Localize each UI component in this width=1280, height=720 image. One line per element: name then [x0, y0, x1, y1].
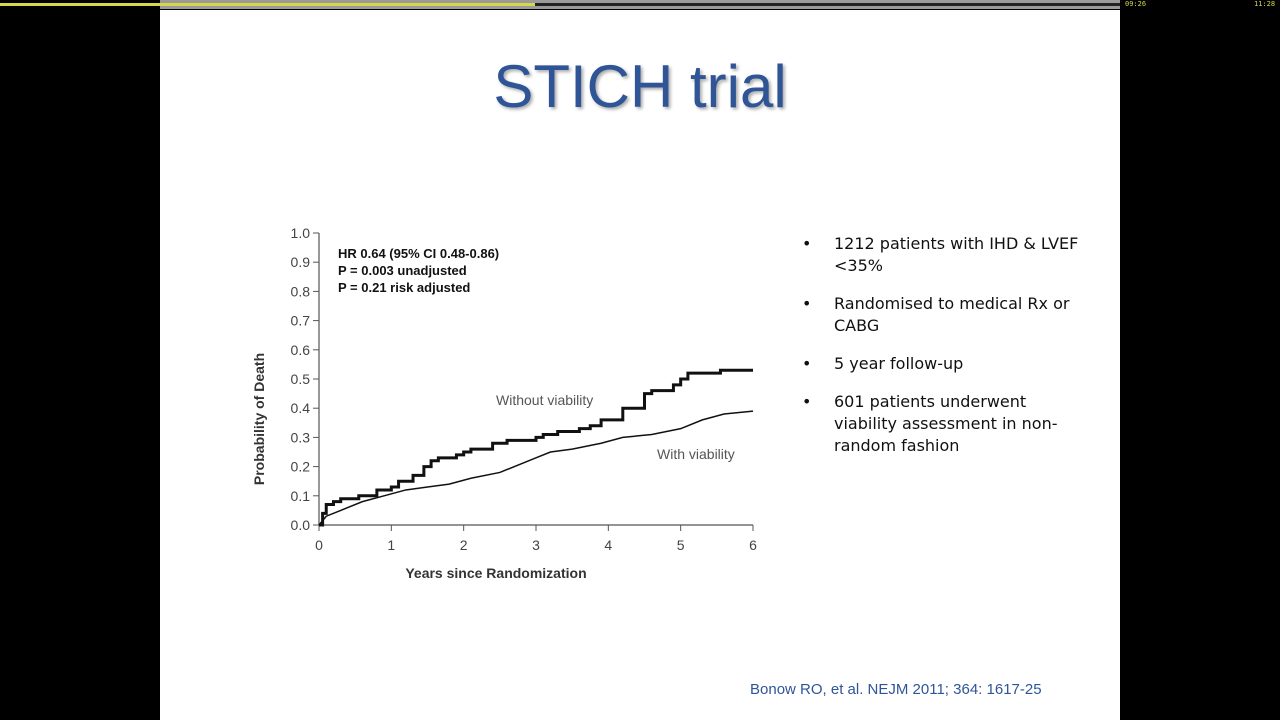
bullet-list: • 1212 patients with IHD & LVEF <35% • Rand…: [800, 233, 1080, 473]
bullet-text: 601 patients underwent viability assessm…: [834, 392, 1058, 455]
series-line-without-viability: [319, 368, 753, 527]
y-tick-label: 0.9: [291, 254, 311, 270]
bullet-item: • 601 patients underwent viability assess…: [800, 391, 1080, 457]
series-label-with-viability: With viability: [657, 446, 735, 462]
slide-title: STICH trial: [493, 53, 787, 120]
bullet-item: • Randomised to medical Rx or CABG: [800, 293, 1080, 337]
x-tick-label: 6: [749, 537, 757, 553]
y-tick-label: 0.5: [291, 371, 311, 387]
y-tick-label: 0.2: [291, 459, 311, 475]
y-tick-label: 0.0: [291, 517, 311, 533]
y-tick-label: 0.8: [291, 283, 311, 299]
seek-progress[interactable]: [0, 3, 536, 6]
y-tick-label: 0.1: [291, 488, 311, 504]
y-tick-label: 1.0: [291, 225, 311, 241]
citation: Bonow RO, et al. NEJM 2011; 364: 1617-25: [750, 681, 1042, 698]
bullet-text: 5 year follow-up: [834, 354, 964, 373]
survival-chart: 0 1 2 3 4 5 6 0.0 0.1 0.2 0.3 0.4 0.5 0.6 0.7 0.8 0.9 1.0…: [251, 225, 757, 581]
bullet-icon: •: [802, 234, 812, 253]
stats-annotation: HR 0.64 (95% CI 0.48-0.86): [338, 246, 499, 261]
bullet-icon: •: [802, 354, 812, 373]
y-tick-label: 0.7: [291, 313, 311, 329]
bullet-icon: •: [802, 294, 812, 313]
seek-track-inner: [160, 3, 1120, 6]
x-tick-label: 2: [460, 537, 468, 553]
video-player-bar: 09:26 11:28: [0, 0, 1280, 10]
series-label-without-viability: Without viability: [496, 392, 593, 408]
x-tick-label: 4: [604, 537, 612, 553]
y-axis-label: Probability of Death: [251, 353, 267, 485]
elapsed-time: 09:26: [1125, 0, 1147, 8]
slide: STICH trial 0 1 2 3 4 5 6 0.0 0.1 0.2 0.3 0.4 0.5 0.6…: [160, 10, 1120, 720]
x-tick-label: 0: [315, 537, 323, 553]
y-tick-label: 0.3: [291, 429, 311, 445]
x-tick-label: 1: [387, 537, 395, 553]
bullet-item: • 5 year follow-up: [800, 353, 1080, 375]
x-tick-label: 3: [532, 537, 540, 553]
bullet-icon: •: [802, 392, 812, 411]
x-axis-label: Years since Randomization: [405, 565, 586, 581]
total-time: 11:28: [1254, 0, 1276, 8]
y-tick-label: 0.6: [291, 342, 311, 358]
bullet-text: Randomised to medical Rx or CABG: [834, 294, 1070, 335]
y-tick-label: 0.4: [291, 400, 311, 416]
bullet-text: 1212 patients with IHD & LVEF <35%: [834, 234, 1079, 275]
stats-annotation: P = 0.21 risk adjusted: [338, 280, 470, 295]
x-tick-label: 5: [677, 537, 685, 553]
bullet-item: • 1212 patients with IHD & LVEF <35%: [800, 233, 1080, 277]
series-line-with-viability: [318, 410, 754, 526]
stats-annotation: P = 0.003 unadjusted: [338, 263, 467, 278]
